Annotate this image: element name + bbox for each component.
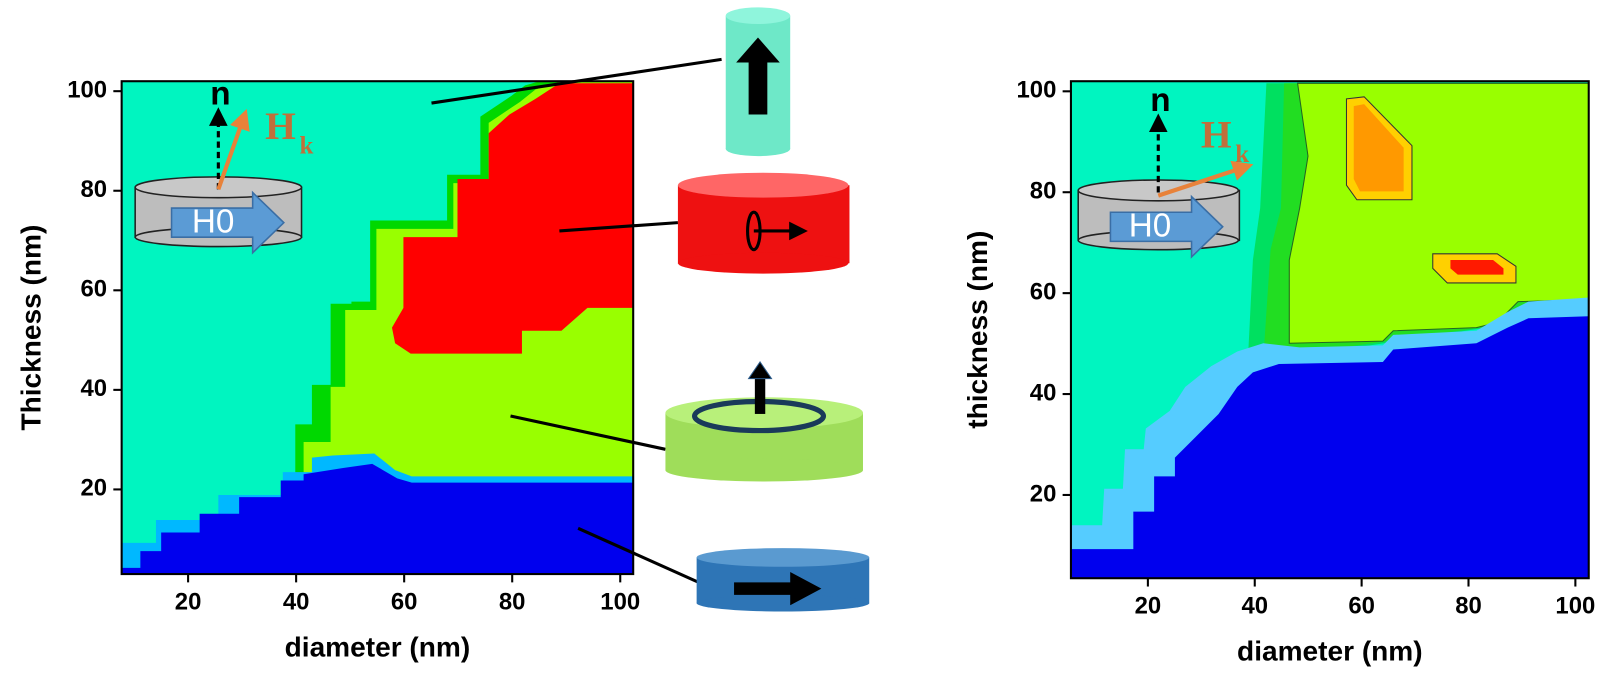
x-tick-label: 80 [499,588,526,615]
y-axis-label: Thickness (nm) [16,225,47,431]
y-tick-label: 20 [80,475,107,502]
x-tick-label: 60 [391,588,418,615]
y-tick-label: 80 [1030,178,1057,205]
axes: 20 40 60 80 100 20 40 60 80 100 diameter (nm) Thick… [16,76,1596,666]
y-tick-label: 100 [67,76,107,103]
inset-field-subscript: k [1235,141,1249,168]
x-tick-label: 100 [600,588,640,615]
x-tick-label: 20 [1135,593,1162,620]
y-tick-label: 60 [80,276,107,303]
x-tick-label: 100 [1555,593,1595,620]
x-tick-label: 80 [1455,593,1482,620]
inset: H0 n H k [134,76,313,255]
plot-frame [1069,80,1590,580]
x-tick-label: 40 [1241,593,1268,620]
inset-field-subscript: k [299,132,313,159]
inset-field-label: H [265,104,296,148]
inset-bias-label: H0 [192,203,235,240]
y-tick-label: 20 [1030,480,1057,507]
y-tick-label: 60 [1030,278,1057,305]
x-axis-label: diameter (nm) [1237,636,1423,667]
inset-bias-label: H0 [1129,208,1172,245]
inset-normal-label: n [1150,82,1170,119]
y-tick-label: 40 [80,375,107,402]
y-tick-label: 40 [1030,379,1057,406]
inset-field-label: H [1201,112,1232,156]
phase-map [1070,81,1589,579]
y-axis-label: thickness (nm) [962,231,993,429]
y-tick-label: 80 [80,176,107,203]
x-axis-label: diameter (nm) [285,631,471,662]
x-tick-label: 40 [283,588,310,615]
plot-frame [120,80,635,576]
x-tick-label: 60 [1348,593,1375,620]
inset-normal-label: n [210,76,230,113]
state-icons [431,7,870,612]
x-tick-label: 20 [175,588,202,615]
y-tick-label: 100 [1016,77,1056,104]
phase-map [121,81,634,575]
inset: H0 n H k [1077,82,1254,259]
